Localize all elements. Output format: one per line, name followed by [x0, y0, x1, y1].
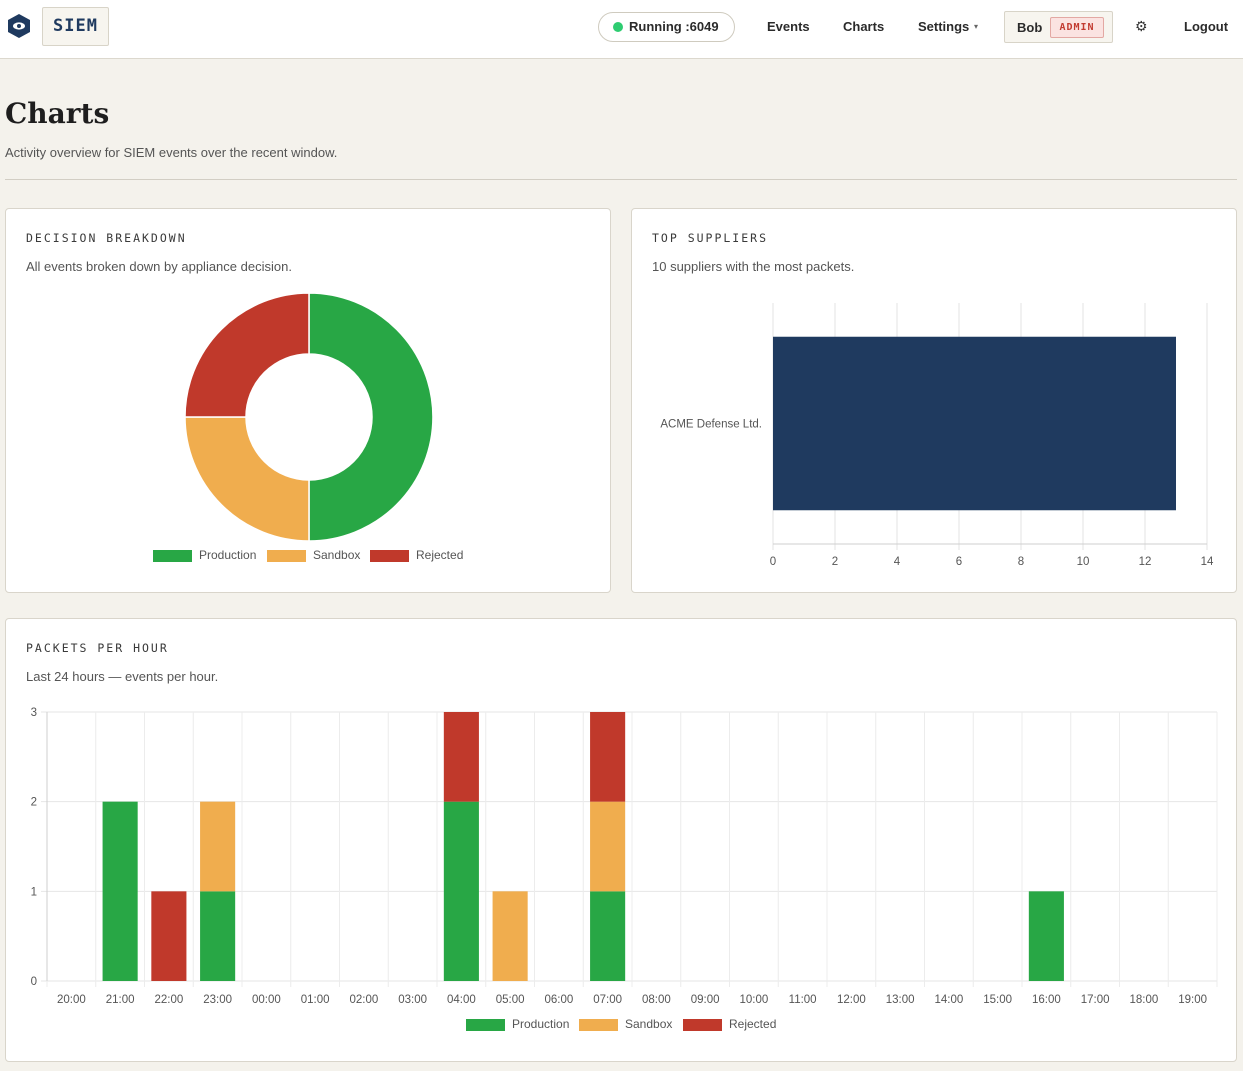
- card-title: TOP SUPPLIERS: [652, 231, 769, 245]
- x-tick-label: 08:00: [642, 994, 671, 1006]
- packets-stacked-bar-chart: 0 1 2 3 20:00 21:00 22:00 23:00 00:00 01:00 02:00 0…: [31, 707, 1218, 1006]
- x-tick-label: 17:00: [1081, 994, 1110, 1006]
- user-menu[interactable]: Bob ADMIN: [1004, 11, 1113, 43]
- x-tick-label: 01:00: [301, 994, 330, 1006]
- x-tick-label: 16:00: [1032, 994, 1061, 1006]
- x-tick-label: 15:00: [983, 994, 1012, 1006]
- bar-segment-rejected[interactable]: [590, 712, 626, 802]
- legend-label-production[interactable]: Production: [512, 1017, 570, 1031]
- packets-per-hour-card: PACKETS PER HOUR Last 24 hours — events …: [5, 618, 1237, 1062]
- x-tick-label: 0: [770, 556, 776, 568]
- y-tick-label: 2: [31, 797, 37, 809]
- top-suppliers-card: TOP SUPPLIERS 10 suppliers with the most…: [631, 208, 1237, 593]
- bar-segment-production[interactable]: [200, 891, 236, 981]
- x-tick-label: 02:00: [349, 994, 378, 1006]
- x-tick-label: 18:00: [1129, 994, 1158, 1006]
- legend-swatch-sandbox[interactable]: [579, 1019, 618, 1031]
- status-text: Running :6049: [629, 19, 719, 34]
- nav-settings[interactable]: Settings: [918, 19, 970, 34]
- y-tick-label: 1: [31, 886, 37, 898]
- legend-label-rejected[interactable]: Rejected: [729, 1017, 777, 1031]
- x-tick-label: 20:00: [57, 994, 86, 1006]
- eye-logo-icon[interactable]: [8, 14, 30, 38]
- brand-logo[interactable]: SIEM: [42, 7, 109, 46]
- x-tick-label: 07:00: [593, 994, 622, 1006]
- legend-label-production[interactable]: Production: [199, 548, 257, 562]
- server-status-badge: Running :6049: [598, 12, 735, 42]
- top-navbar: SIEM Running :6049 Events Charts Setting…: [0, 0, 1243, 59]
- card-subtitle: 10 suppliers with the most packets.: [652, 259, 855, 274]
- x-tick-label: 13:00: [886, 994, 915, 1006]
- bar-segment-rejected[interactable]: [443, 712, 479, 802]
- status-dot-icon: [613, 22, 623, 32]
- decision-doughnut-chart: [184, 292, 434, 542]
- x-tick-label: 6: [956, 556, 962, 568]
- user-name: Bob: [1017, 20, 1043, 35]
- page-title: Charts: [5, 97, 110, 130]
- slice-rejected[interactable]: [184, 292, 310, 418]
- supplier-bar[interactable]: [773, 336, 1176, 511]
- bar-segment-rejected[interactable]: [151, 891, 187, 981]
- x-tick-label: 10:00: [739, 994, 768, 1006]
- x-tick-label: 22:00: [154, 994, 183, 1006]
- legend-swatch-production[interactable]: [466, 1019, 505, 1031]
- page-subtitle: Activity overview for SIEM events over t…: [5, 145, 338, 160]
- legend-label-sandbox[interactable]: Sandbox: [625, 1017, 673, 1031]
- bar-segment-production[interactable]: [590, 891, 626, 981]
- suppliers-bar-chart: 0 2 4 6 8 10 12 14 ACME Defense Ltd.: [660, 303, 1214, 568]
- y-tick-label: 3: [31, 707, 37, 719]
- x-tick-label: 12:00: [837, 994, 866, 1006]
- x-tick-label: 14: [1201, 556, 1214, 568]
- bar-segment-production[interactable]: [1028, 891, 1064, 981]
- legend-swatch-production[interactable]: [153, 550, 192, 562]
- x-tick-label: 2: [832, 556, 838, 568]
- decision-breakdown-card: DECISION BREAKDOWN All events broken dow…: [5, 208, 611, 593]
- x-tick-label: 12: [1139, 556, 1152, 568]
- bar-segment-sandbox[interactable]: [590, 801, 626, 892]
- bar-segment-production[interactable]: [443, 801, 479, 981]
- chevron-down-icon[interactable]: ▾: [974, 22, 979, 31]
- x-tick-label: 4: [894, 556, 901, 568]
- x-tick-label: 00:00: [252, 994, 281, 1006]
- legend-swatch-rejected[interactable]: [683, 1019, 722, 1031]
- legend-swatch-rejected[interactable]: [370, 550, 409, 562]
- card-subtitle: Last 24 hours — events per hour.: [26, 669, 219, 684]
- legend-label-sandbox[interactable]: Sandbox: [313, 548, 361, 562]
- slice-production[interactable]: [308, 292, 434, 542]
- nav-events[interactable]: Events: [767, 19, 810, 34]
- x-tick-label: 10: [1077, 556, 1090, 568]
- bar-segment-sandbox[interactable]: [200, 801, 236, 892]
- card-title: PACKETS PER HOUR: [26, 641, 169, 655]
- nav-charts[interactable]: Charts: [843, 19, 885, 34]
- role-badge: ADMIN: [1050, 17, 1104, 38]
- x-tick-label: 8: [1018, 556, 1024, 568]
- x-tick-label: 03:00: [398, 994, 427, 1006]
- section-divider: [5, 179, 1237, 180]
- theme-toggle-icon[interactable]: ⚙: [1135, 18, 1148, 34]
- card-title: DECISION BREAKDOWN: [26, 231, 187, 245]
- logout-link[interactable]: Logout: [1184, 19, 1229, 34]
- x-tick-label: 19:00: [1178, 994, 1207, 1006]
- x-tick-label: 21:00: [106, 994, 135, 1006]
- x-tick-label: 23:00: [203, 994, 232, 1006]
- slice-sandbox[interactable]: [184, 416, 310, 542]
- x-tick-label: 09:00: [691, 994, 720, 1006]
- x-tick-label: 05:00: [496, 994, 525, 1006]
- y-tick-label: 0: [31, 976, 37, 988]
- y-tick-label: ACME Defense Ltd.: [660, 419, 762, 431]
- card-subtitle: All events broken down by appliance deci…: [26, 259, 292, 274]
- x-tick-label: 14:00: [934, 994, 963, 1006]
- bar-segment-sandbox[interactable]: [492, 891, 528, 981]
- x-tick-label: 06:00: [544, 994, 573, 1006]
- legend-swatch-sandbox[interactable]: [267, 550, 306, 562]
- legend-label-rejected[interactable]: Rejected: [416, 548, 464, 562]
- bar-segment-production[interactable]: [102, 801, 138, 981]
- x-tick-label: 04:00: [447, 994, 476, 1006]
- x-tick-label: 11:00: [789, 994, 817, 1006]
